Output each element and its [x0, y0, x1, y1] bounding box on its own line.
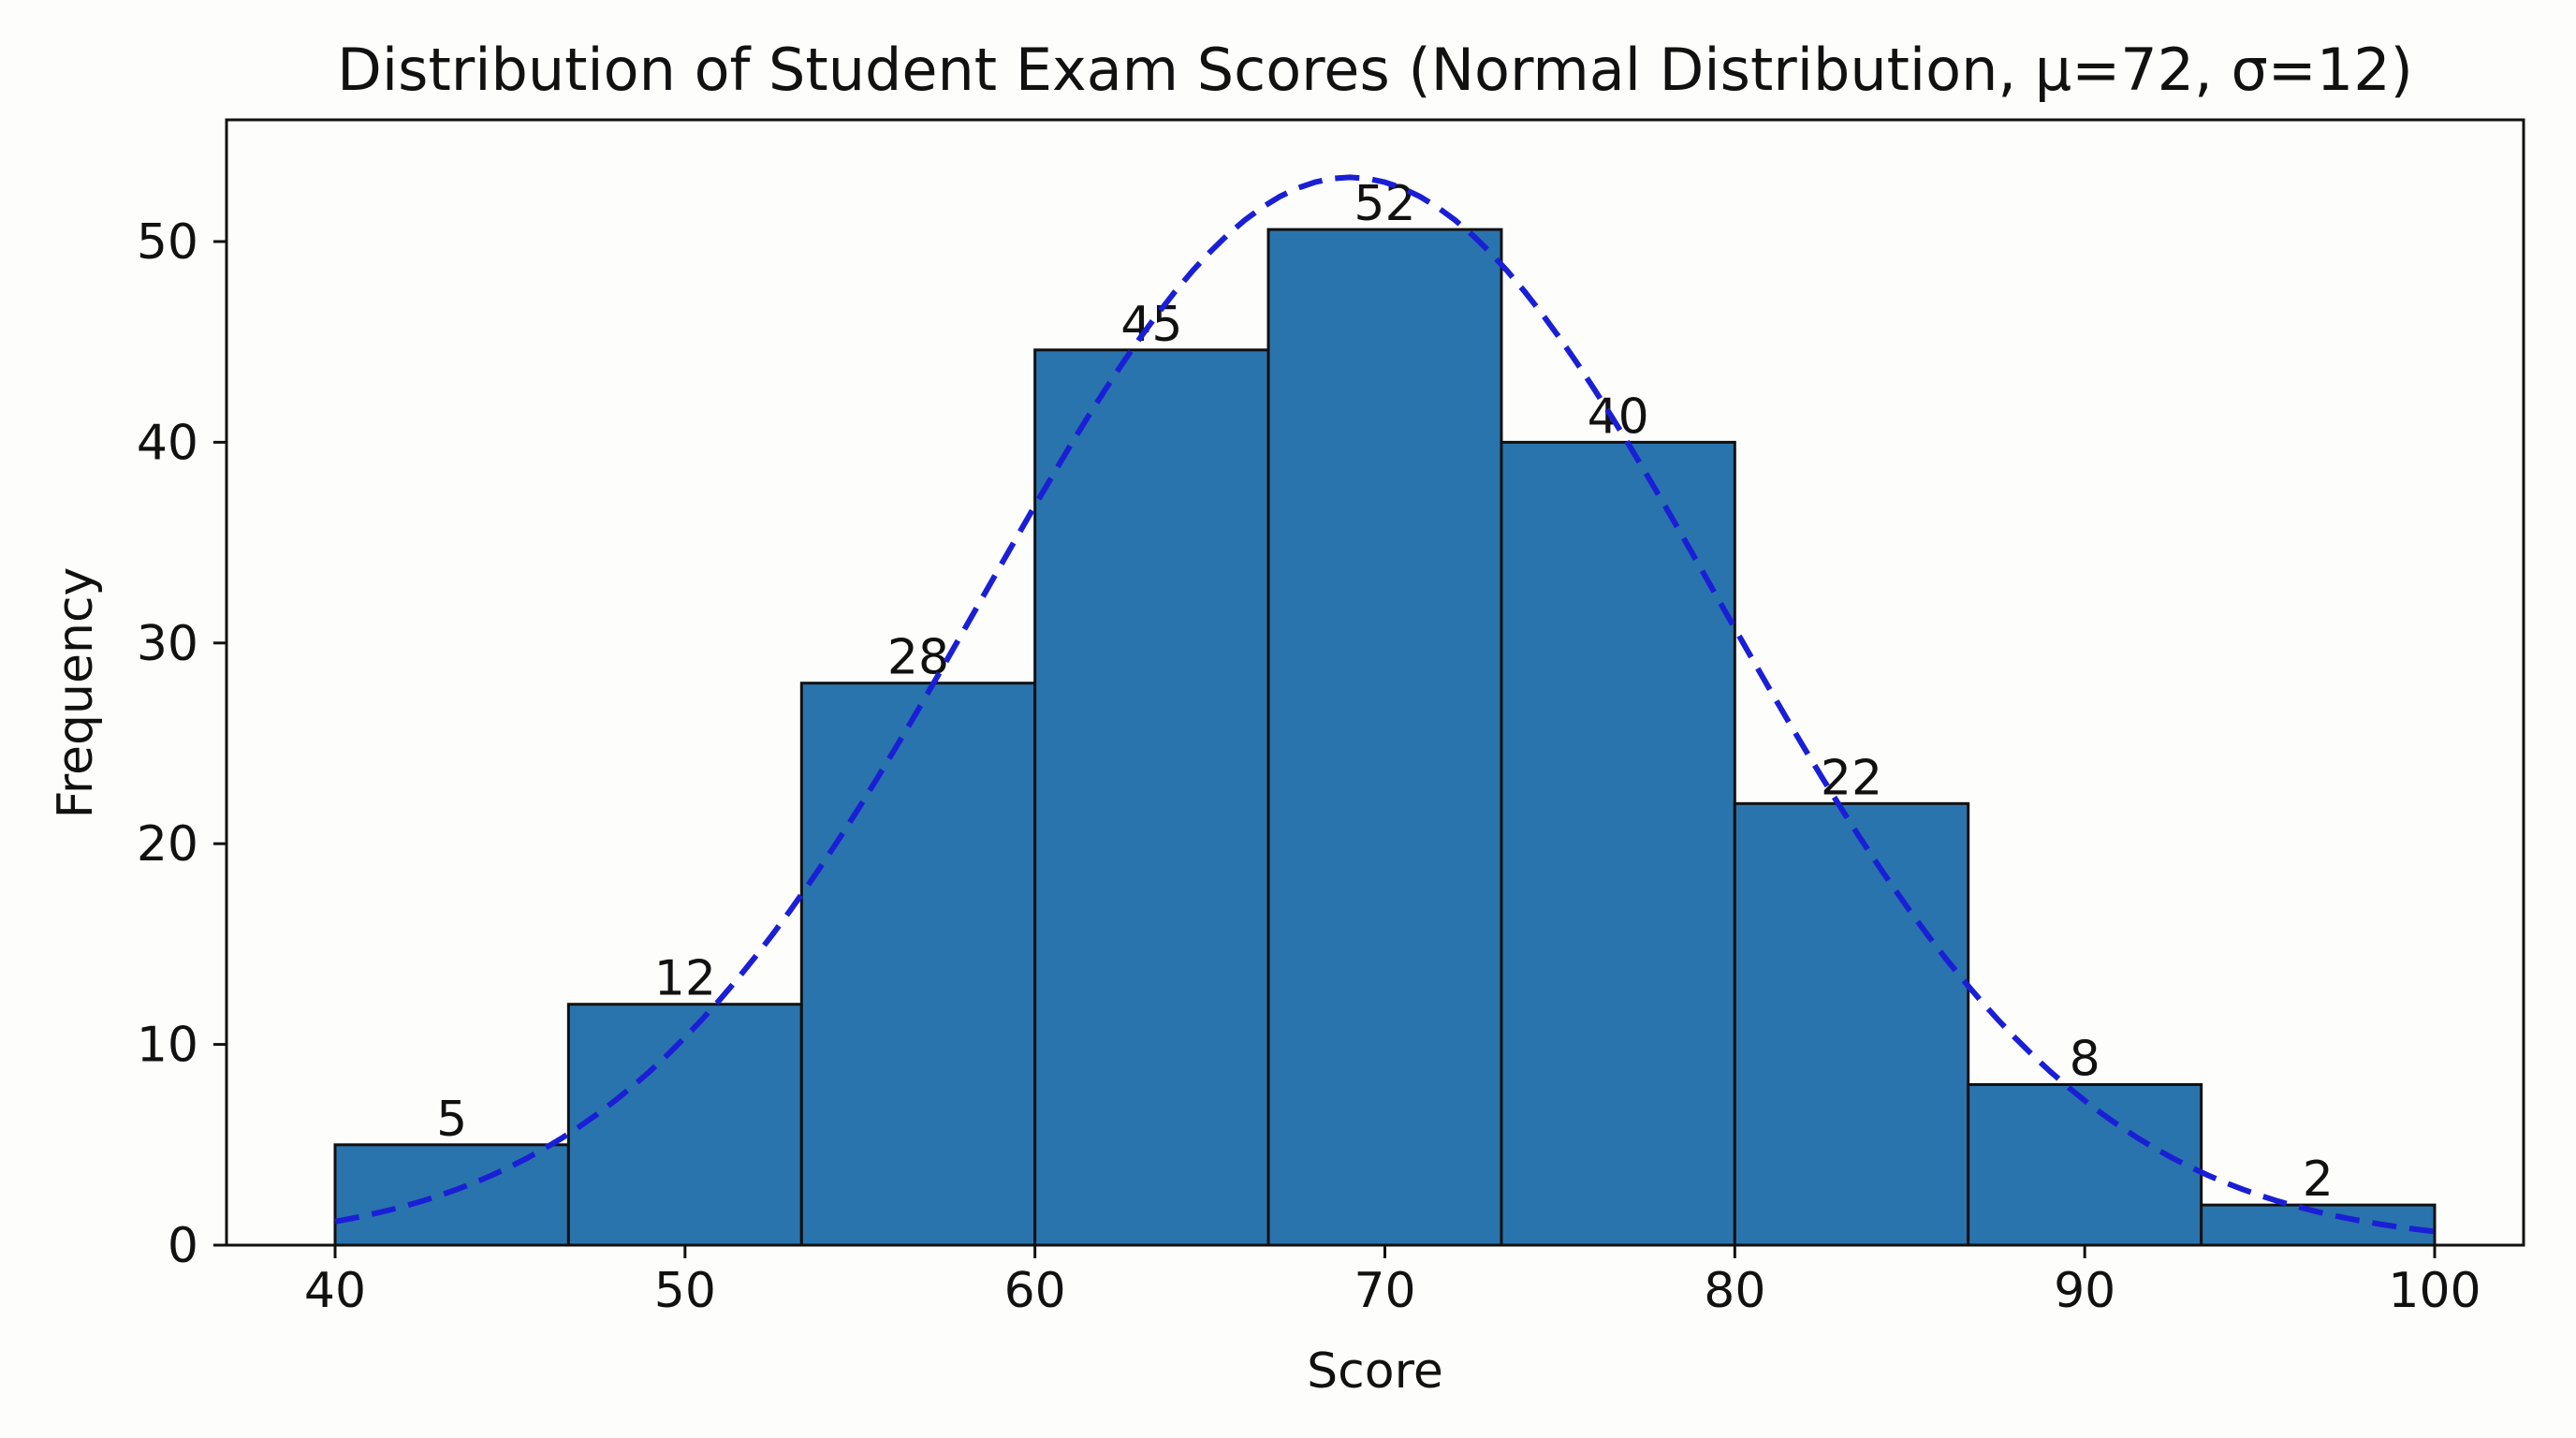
y-tick-label: 10	[137, 1018, 198, 1074]
x-tick-label: 50	[654, 1263, 716, 1319]
bar-value-label: 52	[1354, 176, 1415, 232]
histogram-bar	[1967, 1082, 2203, 1247]
x-tick-label: 70	[1354, 1263, 1415, 1319]
x-tick-label: 100	[2388, 1263, 2481, 1319]
bar-value-label: 22	[1821, 750, 1882, 806]
histogram-bar	[566, 1003, 803, 1247]
histogram-bar	[799, 682, 1037, 1247]
chart-title: Distribution of Student Exam Scores (Nor…	[337, 36, 2413, 104]
x-tick-label: 80	[1704, 1263, 1765, 1319]
x-tick-label: 90	[2054, 1263, 2115, 1319]
y-tick-label: 20	[137, 816, 198, 873]
histogram-bar	[1500, 440, 1736, 1247]
y-axis-label: Frequency	[48, 567, 104, 819]
y-axis-ticks: 0 10 20 30 40 50	[137, 214, 227, 1274]
y-tick-label: 0	[168, 1218, 198, 1274]
histogram-bar	[333, 1143, 570, 1247]
y-tick-label: 30	[137, 616, 198, 672]
y-tick-label: 50	[137, 214, 198, 271]
x-axis-ticks: 40 50 60 70 80 90 100	[304, 1245, 2481, 1319]
bar-value-label: 5	[436, 1092, 467, 1148]
histogram-bar	[1266, 227, 1503, 1247]
bar-value-label: 2	[2303, 1152, 2334, 1208]
x-axis-label: Score	[1307, 1343, 1443, 1400]
bar-value-label: 12	[654, 951, 716, 1007]
y-tick-label: 40	[137, 415, 198, 471]
histogram-bar	[1033, 348, 1270, 1247]
bar-value-label: 8	[2070, 1031, 2100, 1087]
plot-frame	[225, 118, 2525, 1247]
histogram-bars	[333, 227, 2437, 1247]
x-tick-label: 40	[304, 1263, 366, 1319]
normal-curve-line	[334, 174, 2436, 1235]
histogram-bar	[1733, 801, 1970, 1247]
x-tick-label: 60	[1004, 1263, 1066, 1319]
